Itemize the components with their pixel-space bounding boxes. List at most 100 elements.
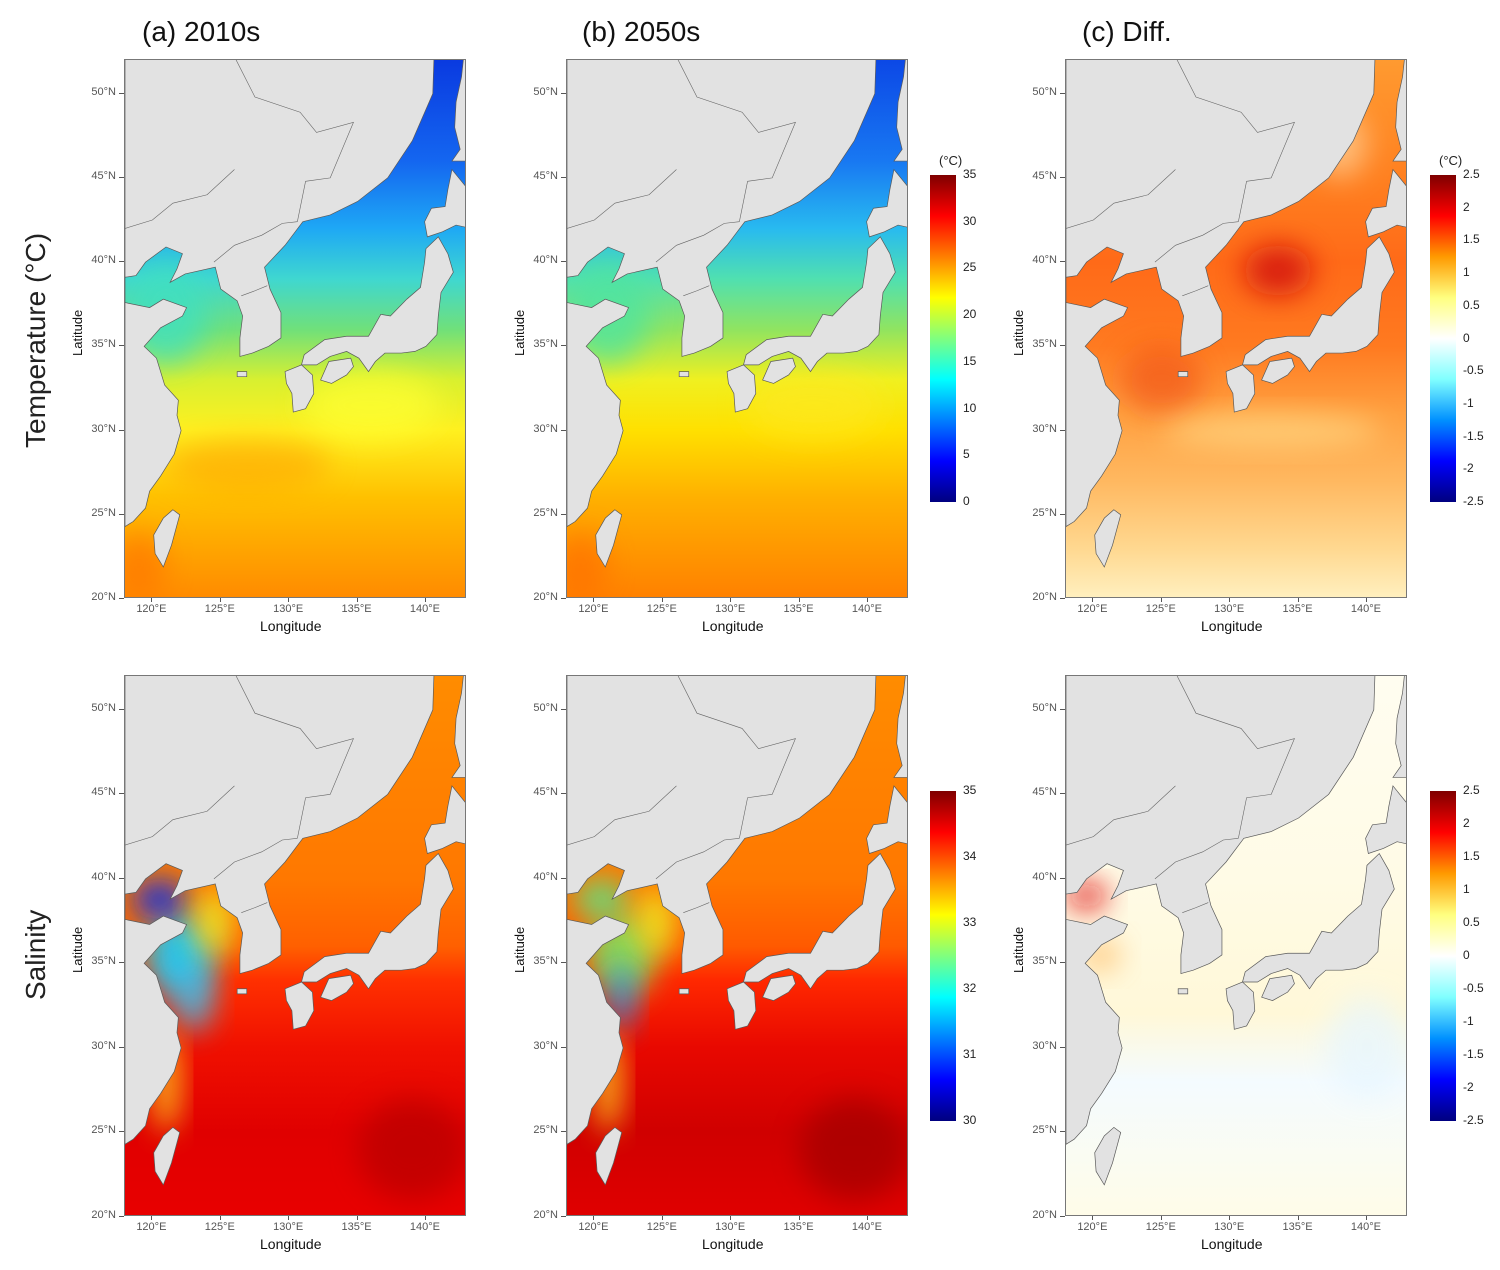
lat-tick-label: 50°N [533,701,558,714]
country-border [1066,785,1176,846]
y-axis-label: Latitude [70,926,85,973]
colorbar-tick-label: 30 [963,213,977,228]
colorbar-tick-label: -2 [1463,1080,1474,1094]
colorbar-temp [930,175,956,502]
tick-mark [561,429,566,431]
tick-mark [1060,261,1065,263]
tick-mark [119,793,124,795]
colorbar-tick-label: 1.5 [1463,232,1480,247]
lat-tick-label: 25°N [91,1124,116,1137]
colorbar-tick-label: 2 [1463,199,1470,214]
lat-tick-label: 35°N [91,338,116,351]
tick-mark [561,708,566,710]
land-jeju [236,371,248,378]
lon-tick-label: 120°E [1077,1221,1108,1233]
land-hokkaido [424,168,465,238]
lon-tick-label: 130°E [1214,1221,1245,1233]
x-axis-label: Longitude [702,1236,764,1252]
land-hokkaido [424,785,465,854]
tick-mark [561,962,566,964]
colorbar-diff-salinity [1430,791,1456,1121]
colorbar-tick-label: -1.5 [1463,428,1484,443]
land-sakhalin [451,676,465,778]
tick-mark [561,1216,566,1217]
colorbar-tick-label: 0.5 [1463,915,1480,929]
colorbar-tick-label: 31 [963,1047,977,1061]
land-mainland [1066,60,1376,527]
tick-mark [119,92,124,94]
colorbar-tick-label: 1 [1463,882,1470,896]
lat-tick-label: 30°N [533,1039,558,1052]
lat-tick-label: 20°N [1032,591,1057,603]
tick-mark [1060,92,1065,94]
land-kyushu [726,364,757,413]
colorbar-diff-temp [1430,175,1456,502]
field-anomaly [744,371,882,439]
country-border [683,285,710,297]
lon-tick-label: 140°E [851,1221,882,1233]
land-honshu [743,852,896,990]
colorbar-tick-label: 2 [1463,816,1470,830]
lon-tick-label: 125°E [646,1221,677,1233]
lat-tick-label: 40°N [91,254,116,267]
land-sakhalin [1392,676,1406,778]
colorbar-tick-label: 15 [963,353,977,368]
lon-tick-label: 140°E [409,1221,440,1233]
colorbar-tick-label: 35 [963,783,977,797]
row-label-salinity: Salinity [20,909,51,1000]
colorbar-tick-label: 32 [963,981,977,995]
tick-mark [1060,429,1065,431]
tick-mark [119,429,124,431]
row-label-temperature: Temperature (°C) [20,232,51,448]
field-anomaly [357,1098,465,1201]
colorbar-tick-label: 35 [963,167,977,181]
y-axis-label: Latitude [70,309,85,356]
field-anomaly [799,1098,907,1201]
lon-tick-label: 125°E [1145,603,1176,615]
field-anomaly [302,371,440,439]
tick-mark [119,598,124,599]
field-anomaly [573,878,629,920]
colorbar-tick-label: 33 [963,915,977,929]
lon-tick-label: 125°E [646,603,677,615]
land-sakhalin [1392,60,1406,162]
tick-mark [593,598,595,602]
tick-mark [1365,598,1367,602]
land-jeju [678,988,690,995]
lat-tick-label: 50°N [91,85,116,98]
colorbar-tick-label: 20 [963,307,977,322]
lat-tick-label: 20°N [91,1209,116,1221]
lat-tick-label: 45°N [1032,169,1057,182]
field-anomaly [1325,997,1406,1099]
map-canvas [567,676,907,1215]
land-sakhalin [893,676,907,778]
land-shikoku [762,357,796,384]
y-axis-label: Latitude [512,309,527,356]
colorbar-tick-label: -1 [1463,1014,1474,1028]
tick-mark [798,1216,800,1220]
y-axis-label: Latitude [512,926,527,973]
tick-mark [151,598,153,602]
tick-mark [1092,598,1094,602]
tick-mark [356,1216,358,1220]
colorbar-tick-label: 1 [1463,265,1470,280]
lon-tick-label: 125°E [204,1221,235,1233]
country-border [567,169,677,229]
lat-tick-label: 25°N [1032,506,1057,519]
country-border [1176,676,1295,839]
tick-mark [593,1216,595,1220]
land-honshu [743,236,896,373]
tick-mark [219,598,221,602]
field-anomaly [1161,413,1381,448]
y-axis-label: Latitude [1011,309,1026,356]
tick-mark [1060,793,1065,795]
land-sakhalin [451,60,465,162]
land-mainland [125,60,435,527]
land-hokkaido [866,168,907,238]
tick-mark [1297,598,1299,602]
x-axis-label: Longitude [702,618,764,634]
tick-mark [1060,708,1065,710]
lon-tick-label: 130°E [1214,603,1245,615]
map-canvas [1066,60,1406,597]
tick-mark [1160,598,1162,602]
